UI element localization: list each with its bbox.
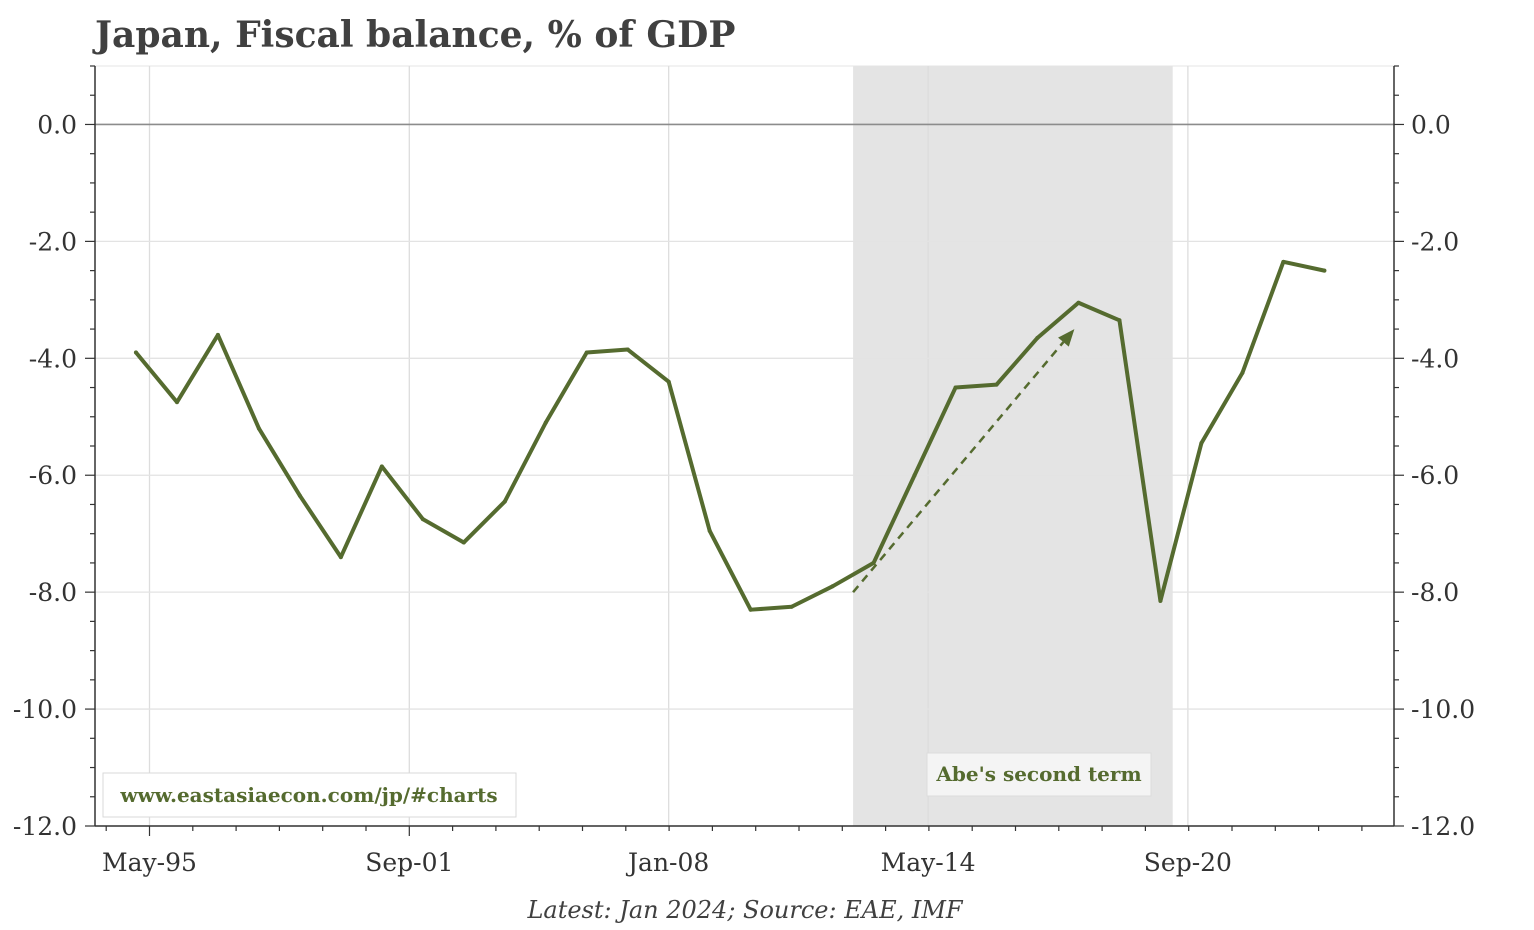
watermark: www.eastasiaecon.com/jp/#charts [119, 783, 497, 807]
series-line-fiscal-balance [133, 259, 1327, 612]
data-point [1035, 335, 1040, 340]
x-tick-label: Sep-01 [365, 848, 453, 877]
x-gridlines [148, 66, 1189, 826]
data-point [912, 473, 917, 478]
y-tick-label-right: 0.0 [1411, 110, 1451, 139]
data-point [830, 584, 835, 589]
y-tick-label-left: -2.0 [29, 227, 77, 256]
y-tick-labels-left: 0.0 -2.0 -4.0 -6.0 -8.0 -10.0 -12.0 [13, 110, 77, 841]
y-tick-label-right: -6.0 [1411, 461, 1459, 490]
data-point [1281, 259, 1286, 264]
y-tick-labels-right: 0.0 -2.0 -4.0 -6.0 -8.0 -10.0 -12.0 [1411, 110, 1475, 841]
y-tick-label-right: -12.0 [1411, 812, 1475, 841]
x-tick-label: May-14 [881, 848, 976, 877]
data-point [584, 350, 589, 355]
data-point [1158, 598, 1163, 603]
data-point [420, 517, 425, 522]
y-tick-label-left: 0.0 [37, 110, 77, 139]
data-point [871, 560, 876, 565]
y-tick-label-left: -12.0 [13, 812, 77, 841]
y-tick-label-left: -4.0 [29, 344, 77, 373]
y-tick-label-right: -8.0 [1411, 578, 1459, 607]
annotation-arrow [852, 341, 1065, 593]
data-point [338, 555, 343, 560]
annotation-arrow-head [1058, 329, 1075, 347]
y-tick-label-right: -10.0 [1411, 695, 1475, 724]
annotation-box [926, 752, 1152, 797]
data-point [953, 385, 958, 390]
data-point [625, 347, 630, 352]
axis-ticks [85, 65, 1404, 836]
x-tick-label: Sep-20 [1144, 848, 1232, 877]
data-point [666, 379, 671, 384]
data-point [1199, 441, 1204, 446]
annotation-label: Abe's second term [935, 762, 1141, 786]
data-point [1117, 318, 1122, 323]
data-point [543, 420, 548, 425]
data-point [297, 493, 302, 498]
data-point [256, 426, 261, 431]
data-point [379, 464, 384, 469]
data-point [994, 382, 999, 387]
plot-frame [94, 65, 1395, 827]
watermark-box [102, 772, 517, 818]
source-note: Latest: Jan 2024; Source: EAE, IMF [526, 896, 963, 924]
data-point [789, 604, 794, 609]
data-point [748, 607, 753, 612]
data-point [1076, 300, 1081, 305]
abe-second-term-shading [853, 66, 1173, 826]
data-point [1322, 268, 1327, 273]
data-point [502, 499, 507, 504]
data-point [461, 540, 466, 545]
x-tick-label: Jan-08 [625, 848, 709, 877]
x-tick-labels: May-95 Sep-01 Jan-08 May-14 Sep-20 [102, 848, 1232, 877]
data-point [174, 400, 179, 405]
x-tick-label: May-95 [102, 848, 197, 877]
data-point [133, 350, 138, 355]
data-points [133, 259, 1327, 612]
chart-title: Japan, Fiscal balance, % of GDP [92, 14, 735, 56]
y-tick-label-left: -6.0 [29, 461, 77, 490]
y-tick-label-left: -8.0 [29, 578, 77, 607]
data-point [1240, 370, 1245, 375]
y-tick-label-right: -2.0 [1411, 227, 1459, 256]
y-tick-label-left: -10.0 [13, 695, 77, 724]
data-point [215, 332, 220, 337]
data-point [707, 528, 712, 533]
y-tick-label-right: -4.0 [1411, 344, 1459, 373]
